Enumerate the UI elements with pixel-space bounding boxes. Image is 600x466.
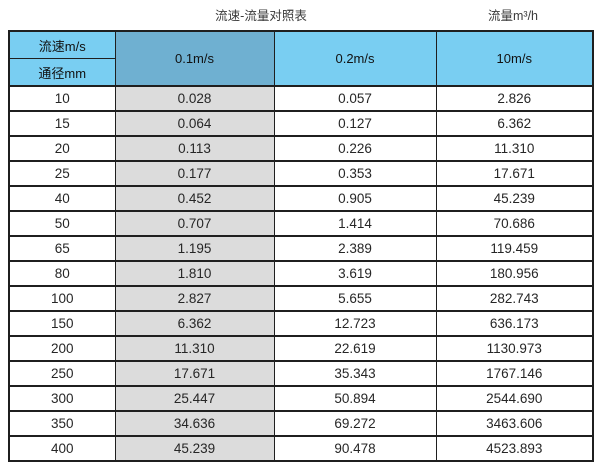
table-row: 25 0.177 0.353 17.671 [8,160,594,187]
flow-02ms-cell: 2.389 [273,235,437,262]
table-header: 流速m/s 0.1m/s 0.2m/s 10m/s 通径mm [8,30,594,87]
flow-01ms-cell: 11.310 [114,335,275,362]
diameter-cell: 15 [8,110,116,137]
table-row: 40 0.452 0.905 45.239 [8,185,594,212]
table-row: 80 1.810 3.619 180.956 [8,260,594,287]
table-row: 20 0.113 0.226 11.310 [8,135,594,162]
table-row: 15 0.064 0.127 6.362 [8,110,594,137]
table-body: 10 0.028 0.057 2.826 15 0.064 0.127 6.362 20 0.11… [8,85,594,462]
flow-01ms-cell: 0.064 [114,110,275,137]
column-header-01ms: 0.1m/s [114,30,275,87]
corner-velocity-label: 流速m/s [8,30,116,59]
diameter-cell: 300 [8,385,116,412]
flow-02ms-cell: 50.894 [273,385,437,412]
header-row-top: 流速m/s 0.1m/s 0.2m/s 10m/s [8,30,594,87]
flow-02ms-cell: 1.414 [273,210,437,237]
corner-diameter-label: 通径mm [8,58,116,87]
page-header: 流速-流量对照表 流量m³/h [0,0,600,30]
flow-10ms-cell: 282.743 [435,285,594,312]
table-row: 100 2.827 5.655 282.743 [8,285,594,312]
column-header-02ms: 0.2m/s [273,30,437,87]
flow-10ms-cell: 6.362 [435,110,594,137]
flow-10ms-cell: 2544.690 [435,385,594,412]
flow-01ms-cell: 0.113 [114,135,275,162]
flow-01ms-cell: 34.636 [114,410,275,437]
flow-10ms-cell: 1767.146 [435,360,594,387]
table-row: 250 17.671 35.343 1767.146 [8,360,594,387]
table-row: 200 11.310 22.619 1130.973 [8,335,594,362]
flow-10ms-cell: 17.671 [435,160,594,187]
flow-01ms-cell: 0.028 [114,85,275,112]
flow-01ms-cell: 0.177 [114,160,275,187]
flow-02ms-cell: 90.478 [273,435,437,462]
flow-10ms-cell: 2.826 [435,85,594,112]
flow-10ms-cell: 11.310 [435,135,594,162]
table-row: 300 25.447 50.894 2544.690 [8,385,594,412]
flow-02ms-cell: 5.655 [273,285,437,312]
diameter-cell: 50 [8,210,116,237]
diameter-cell: 400 [8,435,116,462]
diameter-cell: 100 [8,285,116,312]
flow-rate-table: 流速m/s 0.1m/s 0.2m/s 10m/s 通径mm 10 0.028 0.… [8,30,594,462]
flow-02ms-cell: 0.127 [273,110,437,137]
flow-02ms-cell: 35.343 [273,360,437,387]
flow-10ms-cell: 4523.893 [435,435,594,462]
flow-10ms-cell: 45.239 [435,185,594,212]
flow-10ms-cell: 3463.606 [435,410,594,437]
flow-02ms-cell: 69.272 [273,410,437,437]
flow-10ms-cell: 1130.973 [435,335,594,362]
flow-02ms-cell: 3.619 [273,260,437,287]
diameter-cell: 150 [8,310,116,337]
diameter-cell: 250 [8,360,116,387]
diameter-cell: 10 [8,85,116,112]
table-row: 10 0.028 0.057 2.826 [8,85,594,112]
diameter-cell: 65 [8,235,116,262]
flow-10ms-cell: 636.173 [435,310,594,337]
flow-10ms-cell: 180.956 [435,260,594,287]
flow-02ms-cell: 0.057 [273,85,437,112]
flow-01ms-cell: 6.362 [114,310,275,337]
flow-02ms-cell: 12.723 [273,310,437,337]
flow-02ms-cell: 0.353 [273,160,437,187]
header-row-bottom: 通径mm [8,58,593,87]
flow-02ms-cell: 0.905 [273,185,437,212]
diameter-cell: 25 [8,160,116,187]
diameter-cell: 200 [8,335,116,362]
diameter-cell: 80 [8,260,116,287]
flow-01ms-cell: 17.671 [114,360,275,387]
flow-02ms-cell: 0.226 [273,135,437,162]
flow-01ms-cell: 0.452 [114,185,275,212]
table-row: 350 34.636 69.272 3463.606 [8,410,594,437]
diameter-cell: 20 [8,135,116,162]
flow-10ms-cell: 70.686 [435,210,594,237]
diameter-cell: 350 [8,410,116,437]
column-header-10ms: 10m/s [435,30,594,87]
flow-01ms-cell: 1.195 [114,235,275,262]
table-row: 150 6.362 12.723 636.173 [8,310,594,337]
table-row: 65 1.195 2.389 119.459 [8,235,594,262]
flow-01ms-cell: 45.239 [114,435,275,462]
flow-10ms-cell: 119.459 [435,235,594,262]
flow-01ms-cell: 25.447 [114,385,275,412]
table-row: 50 0.707 1.414 70.686 [8,210,594,237]
diameter-cell: 40 [8,185,116,212]
table-row: 400 45.239 90.478 4523.893 [8,435,594,462]
flow-01ms-cell: 1.810 [114,260,275,287]
flow-unit-label: 流量m³/h [487,9,539,23]
table-title: 流速-流量对照表 [215,9,307,23]
flow-01ms-cell: 2.827 [114,285,275,312]
flow-02ms-cell: 22.619 [273,335,437,362]
flow-01ms-cell: 0.707 [114,210,275,237]
